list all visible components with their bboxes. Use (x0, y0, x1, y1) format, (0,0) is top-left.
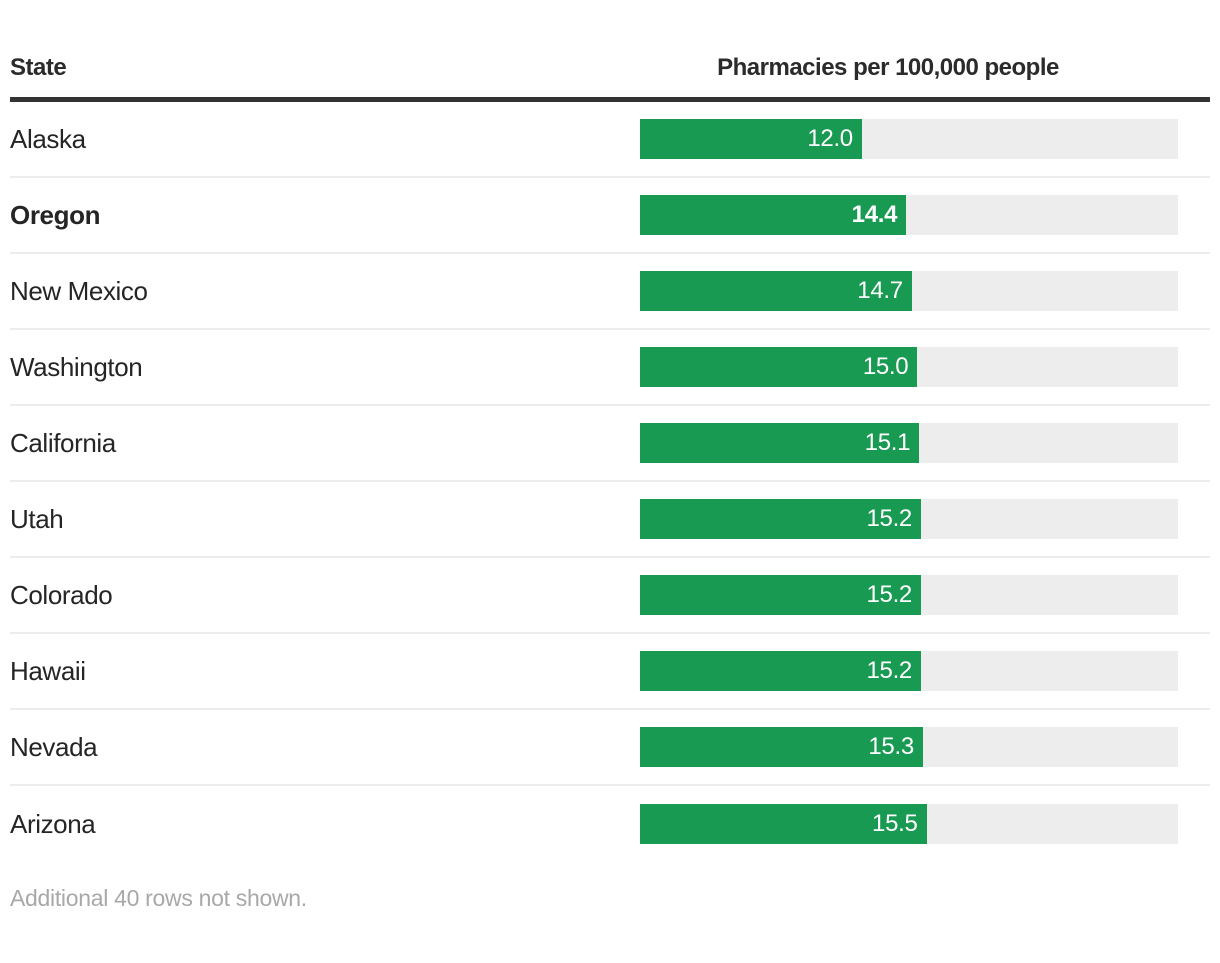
bar-value-label: 15.0 (862, 353, 909, 380)
state-label: California (10, 427, 116, 458)
bar-value-label: 14.4 (851, 201, 898, 228)
bar: 14.7 (640, 271, 912, 311)
bar-value-label: 14.7 (857, 277, 903, 304)
bar: 15.2 (640, 499, 921, 539)
state-label: Arizona (10, 808, 96, 839)
bar-value-label: 12.0 (807, 125, 853, 152)
bar: 15.0 (640, 347, 918, 387)
bar-track: 14.4 (640, 195, 1178, 235)
value-column-header: Pharmacies per 100,000 people (717, 54, 1059, 81)
bar: 15.1 (640, 423, 920, 463)
pharmacies-table: State Pharmacies per 100,000 people Alas… (10, 39, 1210, 912)
bar-track: 15.2 (640, 575, 1178, 615)
table-row: Washington 15.0 (10, 330, 1210, 406)
bar-track: 15.1 (640, 423, 1178, 463)
state-label: Alaska (10, 123, 86, 154)
bar-value-label: 15.1 (864, 429, 911, 456)
bar: 15.2 (640, 575, 921, 615)
table-row: Arizona 15.5 (10, 786, 1210, 862)
bar-track: 14.7 (640, 271, 1178, 311)
state-label: Washington (10, 351, 143, 382)
table-row: Hawaii 15.2 (10, 634, 1210, 710)
bar: 12.0 (640, 119, 862, 159)
bar-track: 12.0 (640, 119, 1178, 159)
bar: 15.3 (640, 727, 923, 767)
bar-value-label: 15.2 (866, 581, 912, 608)
bar-track: 15.3 (640, 727, 1178, 767)
state-label: Utah (10, 503, 64, 534)
bar-track: 15.5 (640, 804, 1178, 844)
bar: 15.2 (640, 651, 921, 691)
state-label: Colorado (10, 579, 113, 610)
footer-note: Additional 40 rows not shown. (10, 885, 307, 911)
bar-value-label: 15.5 (872, 810, 918, 837)
bar-value-label: 15.2 (866, 505, 912, 532)
table-row: Oregon 14.4 (10, 178, 1210, 254)
bar: 15.5 (640, 804, 927, 844)
table-header-row: State Pharmacies per 100,000 people (10, 39, 1210, 102)
table-row: California 15.1 (10, 406, 1210, 482)
state-column-header: State (10, 54, 67, 81)
state-label: Hawaii (10, 655, 86, 686)
bar-track: 15.2 (640, 651, 1178, 691)
table-row: Utah 15.2 (10, 482, 1210, 558)
state-label: Nevada (10, 731, 98, 762)
table-row: Colorado 15.2 (10, 558, 1210, 634)
bar-value-label: 15.3 (868, 733, 914, 760)
table-body: Alaska 12.0 Oregon 14.4 New Mexico 14.7 Washin… (10, 102, 1210, 862)
state-label: New Mexico (10, 275, 148, 306)
table-row: Nevada 15.3 (10, 710, 1210, 786)
bar-value-label: 15.2 (866, 657, 912, 684)
bar: 14.4 (640, 195, 907, 235)
state-label: Oregon (10, 199, 101, 230)
table-row: Alaska 12.0 (10, 102, 1210, 178)
table-row: New Mexico 14.7 (10, 254, 1210, 330)
bar-track: 15.0 (640, 347, 1178, 387)
bar-track: 15.2 (640, 499, 1178, 539)
